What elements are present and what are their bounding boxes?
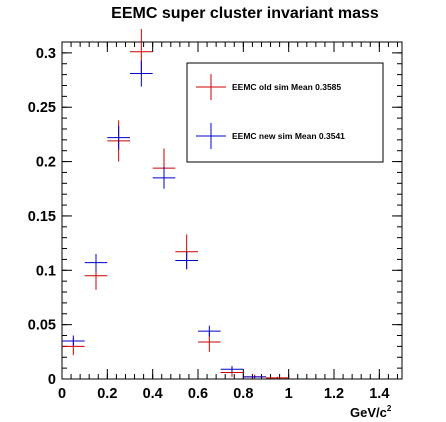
y-tick-label: 0.05 [28, 318, 56, 334]
y-tick-label: 0.2 [36, 155, 56, 171]
data-point [175, 251, 198, 270]
data-point [220, 365, 244, 373]
data-series [62, 28, 289, 379]
x-tick-label: 1.4 [369, 386, 389, 402]
x-axis-ticks [61, 42, 398, 379]
data-point [152, 167, 176, 189]
y-tick-label: 0.3 [36, 46, 56, 62]
y-tick-label: 0.25 [28, 100, 56, 116]
x-axis-label: GeV/c2 [350, 404, 392, 420]
x-tick-label: 0.2 [97, 386, 117, 402]
data-point [84, 253, 108, 272]
chart-title: EEMC super cluster invariant mass [111, 5, 379, 22]
x-axis-tick-labels: 0 0.2 0.4 0.6 0.8 1 1.2 1.4 [58, 386, 389, 402]
y-tick-label: 0 [48, 372, 56, 388]
data-point [107, 125, 130, 150]
legend-entry: EEMC old sim Mean 0.3585 [196, 74, 341, 100]
legend-label: EEMC old sim Mean 0.3585 [232, 82, 341, 92]
x-tick-label: 0.6 [188, 386, 208, 402]
x-tick-label: 1.2 [324, 386, 344, 402]
legend-label: EEMC new sim Mean 0.3541 [232, 131, 345, 141]
legend-entry: EEMC new sim Mean 0.3541 [196, 123, 345, 149]
legend-box [186, 62, 384, 163]
y-tick-label: 0.1 [36, 263, 56, 279]
y-axis-tick-labels: 0 0.05 0.1 0.15 0.2 0.25 0.3 [28, 46, 56, 388]
data-point [198, 325, 221, 337]
legend: EEMC old sim Mean 0.3585 EEMC new sim Mea… [186, 62, 384, 163]
data-point [243, 375, 266, 378]
x-tick-label: 0.4 [143, 386, 163, 402]
y-axis-ticks [62, 41, 402, 380]
x-tick-label: 1 [285, 386, 293, 402]
x-tick-label: 0 [58, 386, 66, 402]
data-point [62, 335, 85, 347]
y-tick-label: 0.15 [28, 209, 56, 225]
plot-frame [61, 41, 403, 380]
data-point [266, 376, 289, 379]
series-new-sim [62, 60, 266, 378]
data-point [130, 60, 153, 87]
x-tick-label: 0.8 [233, 386, 253, 402]
